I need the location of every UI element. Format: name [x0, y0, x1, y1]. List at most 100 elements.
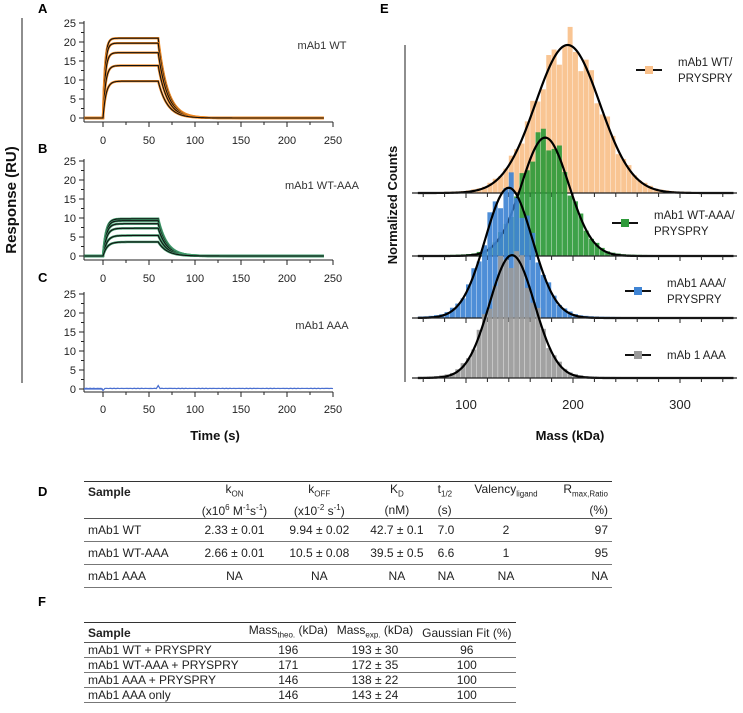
- x-tick-label: 200: [562, 397, 584, 412]
- text: ligand: [516, 489, 538, 499]
- table-cell: 171: [244, 658, 332, 673]
- text: 100: [456, 688, 477, 703]
- table-cell: mAb1 AAA + PRYSPRY: [84, 673, 244, 688]
- histogram-bar: [524, 170, 530, 256]
- legend-label: mAb 1 AAA: [667, 350, 726, 362]
- text: 1/2: [441, 489, 453, 499]
- x-tick-label: 50: [143, 135, 155, 147]
- table-cell: 2.33 ± 0.01: [190, 519, 278, 542]
- y-tick-label: 0: [70, 251, 76, 263]
- histogram-bar: [642, 182, 648, 193]
- sensorgram-trace: [84, 79, 324, 120]
- x-tick-label: 100: [186, 273, 204, 285]
- table-cell: 193 ± 30: [332, 643, 417, 658]
- sensorgram-trace: [84, 51, 324, 120]
- fit-curve: [84, 220, 324, 257]
- histogram-bar: [567, 372, 573, 378]
- text: 143 ± 24: [351, 688, 399, 703]
- text: 1: [502, 546, 510, 561]
- text: -1: [256, 503, 264, 513]
- x-tick-label: 150: [232, 404, 250, 416]
- table-cell: 196: [244, 643, 332, 658]
- text: (%): [589, 502, 608, 517]
- histogram-bar: [482, 186, 487, 193]
- text: k: [225, 482, 232, 496]
- header-cell: t1/2: [434, 482, 464, 502]
- table-cell: mAb1 WT: [84, 519, 190, 542]
- histogram-bar: [626, 165, 632, 193]
- table-row: mAb1 WT + PRYSPRY 196 193 ± 30 96: [84, 643, 516, 658]
- header-cell: Valencyligand: [463, 482, 548, 502]
- x-tick-label: 0: [100, 404, 106, 416]
- histogram-bar: [455, 369, 461, 378]
- legend-label: mAb1 WT-AAA/: [654, 210, 735, 222]
- text: 95: [594, 546, 608, 561]
- table-cell: NA: [279, 565, 361, 588]
- text: 172 ± 35: [351, 658, 399, 673]
- x-tick-label: 250: [324, 273, 342, 285]
- sensorgram-trace: [84, 384, 334, 392]
- histogram-bar: [562, 308, 568, 318]
- text: (kDa): [380, 623, 414, 637]
- table-cell: NA: [360, 565, 434, 588]
- histogram-bar: [492, 178, 498, 193]
- table-row: mAb1 AAA NA NA NA NA NA NA: [84, 565, 612, 588]
- text: Valency: [474, 482, 517, 496]
- histogram-bar: [546, 282, 552, 318]
- panel-label-e: E: [380, 1, 389, 16]
- y-tick-label: 20: [64, 175, 76, 187]
- table-cell: mAb1 WT-AAA: [84, 542, 190, 565]
- text: 97: [594, 523, 608, 538]
- histogram-bar: [589, 238, 594, 256]
- histogram-bar: [524, 121, 530, 193]
- histogram-bar: [530, 161, 536, 256]
- fit-curve: [84, 234, 324, 257]
- x-tick-label: 300: [669, 397, 691, 412]
- y-tick-label: 15: [64, 327, 76, 339]
- table-cell: mAb1 WT + PRYSPRY: [84, 643, 244, 658]
- histogram-bar: [562, 172, 568, 256]
- histogram-bar: [508, 172, 514, 318]
- sensorgram-trace: [84, 64, 324, 120]
- histogram-bar: [503, 259, 509, 378]
- legend-label: PRYSPRY: [667, 294, 722, 306]
- histogram-bar: [615, 154, 621, 193]
- histogram-bar: [556, 145, 562, 256]
- histogram-bar: [556, 304, 562, 318]
- x-tick-label: 50: [143, 404, 155, 416]
- histogram-bar: [556, 64, 562, 194]
- histogram-3: mAb 1 AAA: [412, 251, 737, 383]
- table-cell: 146: [244, 673, 332, 688]
- histogram-bar: [487, 212, 493, 318]
- fit-curve: [84, 65, 324, 119]
- histogram-bar: [573, 201, 578, 256]
- panel-label-c: C: [38, 270, 48, 285]
- histogram-0: mAb1 WT/PRYSPRY: [412, 26, 737, 198]
- histogram-bar: [551, 295, 557, 318]
- histogram-bar: [594, 103, 600, 193]
- header-cell: Sample: [84, 482, 190, 502]
- x-tick-label: 0: [100, 273, 106, 285]
- table-row: mAb1 WT 2.33 ± 0.01 9.94 ± 0.02 42.7 ± 0.1 7…: [84, 519, 612, 542]
- table-cell: 9.94 ± 0.02: [279, 519, 361, 542]
- histogram-bar: [530, 100, 536, 193]
- table-cell: 10.5 ± 0.08: [279, 542, 361, 565]
- text: (s): [437, 502, 452, 517]
- histogram-bar: [492, 201, 498, 318]
- table-cell: 39.5 ± 0.5: [360, 542, 434, 565]
- x-tick-label: 200: [278, 404, 296, 416]
- sensorgram-trace: [84, 37, 324, 120]
- text: mAb1 WT-AAA: [88, 546, 169, 561]
- histogram-bar: [546, 150, 552, 256]
- histogram-bar: [578, 213, 584, 256]
- y-tick-label: 0: [70, 384, 76, 396]
- table-cell: NA: [463, 565, 548, 588]
- text: OFF: [314, 489, 331, 499]
- histogram-bar: [556, 361, 562, 378]
- text: 193 ± 30: [351, 643, 399, 658]
- histogram-bar: [476, 329, 482, 378]
